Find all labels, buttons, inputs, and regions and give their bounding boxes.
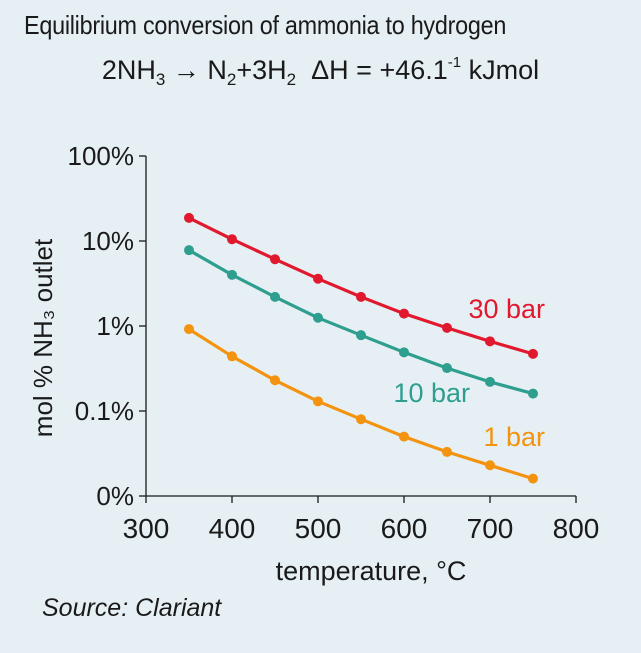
eq-reactant: 2NH xyxy=(101,55,156,85)
data-point xyxy=(485,336,495,347)
eq-product-h-sub: 2 xyxy=(286,70,297,89)
source-note: Source: Clariant xyxy=(42,594,222,622)
data-point xyxy=(528,348,538,359)
data-point xyxy=(442,446,452,457)
data-point xyxy=(313,396,323,407)
y-tick-label: 1% xyxy=(96,311,134,341)
series-line xyxy=(188,327,534,481)
data-point xyxy=(442,322,452,333)
y-tick-label: 0% xyxy=(96,481,134,511)
x-axis-title: temperature, °C xyxy=(276,556,467,586)
data-point xyxy=(528,388,538,399)
series-1-bar xyxy=(184,324,538,484)
data-point xyxy=(184,324,194,335)
data-point xyxy=(485,376,495,387)
eq-unit: kJmol xyxy=(461,55,540,85)
eq-enthalpy-sup: -1 xyxy=(447,54,462,71)
x-tick-label: 500 xyxy=(295,513,342,544)
data-point xyxy=(227,351,237,362)
chart-title: Equilibrium conversion of ammonia to hyd… xyxy=(24,10,507,40)
data-point xyxy=(399,431,409,442)
data-point xyxy=(356,330,366,341)
y-tick-label: 0.1% xyxy=(75,396,134,426)
series-label: 1 bar xyxy=(483,422,545,452)
data-point xyxy=(270,291,280,302)
reaction-equation: 2NH3 → N2+3H2 ΔH = +46.1-1 kJmol xyxy=(0,54,641,90)
data-point xyxy=(313,273,323,284)
data-point xyxy=(356,414,366,425)
chart-axes: 300 400 500 600 700 800 0% 0.1% 1% 10% 100% tempera… xyxy=(28,141,599,586)
series-label: 10 bar xyxy=(393,378,470,408)
data-point xyxy=(270,254,280,265)
data-point xyxy=(184,212,194,223)
y-axis-title: mol % NH₃ outlet xyxy=(28,238,58,437)
x-tick-label: 800 xyxy=(553,513,600,544)
data-point xyxy=(485,460,495,471)
x-tick-label: 400 xyxy=(209,513,256,544)
eq-product-n-sub: 2 xyxy=(226,70,237,89)
eq-reactant-sub: 3 xyxy=(155,70,166,89)
series-30-bar xyxy=(184,212,538,359)
eq-product-n: N xyxy=(207,55,227,85)
eq-enthalpy: ΔH = +46.1 xyxy=(311,55,448,85)
x-tick-label: 300 xyxy=(123,513,170,544)
x-tick-label: 600 xyxy=(381,513,428,544)
data-point xyxy=(227,234,237,245)
data-point xyxy=(528,473,538,484)
y-tick-label: 100% xyxy=(68,141,135,171)
eq-arrow: → xyxy=(172,55,200,85)
series-label: 30 bar xyxy=(468,294,545,324)
chart-series xyxy=(184,212,538,484)
data-point xyxy=(313,312,323,323)
data-point xyxy=(227,269,237,280)
data-point xyxy=(399,308,409,319)
eq-product-h: +3H xyxy=(236,55,287,85)
data-point xyxy=(442,363,452,374)
data-point xyxy=(184,245,194,256)
series-10-bar xyxy=(184,245,538,399)
data-point xyxy=(270,375,280,386)
data-point xyxy=(356,291,366,302)
y-tick-label: 10% xyxy=(82,226,134,256)
chart-labels: 30 bar 10 bar 1 bar xyxy=(393,294,545,452)
data-point xyxy=(399,347,409,358)
x-tick-label: 700 xyxy=(467,513,514,544)
